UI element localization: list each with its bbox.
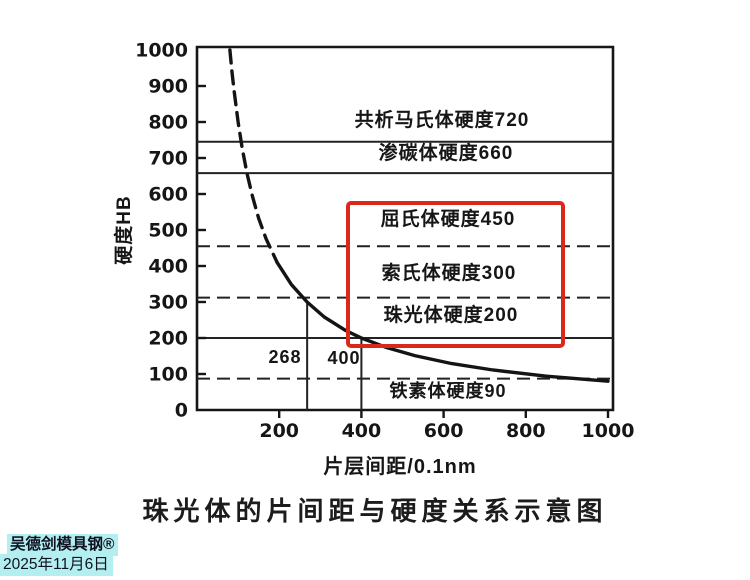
- curve-dashed-segment: [228, 48, 279, 265]
- x-axis-title: 片层间距/0.1nm: [323, 456, 477, 478]
- phase-label-sorbite: 索氏体硬度300: [381, 263, 517, 284]
- x-tick-label-1000: 1000: [582, 420, 635, 442]
- x-tick-label-600: 600: [424, 420, 464, 442]
- phase-label-pearlite: 珠光体硬度200: [383, 305, 519, 326]
- phase-label-eutectoid-martensite: 共析马氏体硬度720: [354, 110, 530, 131]
- figure-caption: 珠光体的片间距与硬度关系示意图: [142, 496, 608, 526]
- phase-label-ferrite: 铁素体硬度90: [389, 381, 507, 401]
- y-tick-label-0: 0: [175, 400, 188, 422]
- y-tick-label-400: 400: [148, 256, 188, 278]
- plot-border: [195, 45, 615, 412]
- y-tick-label-1000: 1000: [135, 40, 188, 62]
- y-tick-label-300: 300: [148, 292, 188, 314]
- x-tick-label-200: 200: [259, 420, 299, 442]
- y-axis-title: 硬度HB: [114, 195, 135, 265]
- x-tick-label-800: 800: [506, 420, 546, 442]
- spacing-value-268: 268: [268, 347, 302, 367]
- highlight-box: [346, 201, 565, 348]
- y-tick-label-600: 600: [148, 184, 188, 206]
- watermark-date: 2025年11月6日: [0, 554, 113, 577]
- curve-solid-segment: [275, 260, 610, 383]
- spacing-value-400: 400: [327, 348, 361, 368]
- x-tick-label-400: 400: [342, 420, 382, 442]
- y-tick-label-900: 900: [148, 76, 188, 98]
- watermark-brand-text: 吴德剑模具钢®: [7, 534, 119, 557]
- y-tick-label-200: 200: [148, 328, 188, 350]
- phase-label-troostite: 屈氏体硬度450: [380, 209, 516, 230]
- y-tick-label-100: 100: [148, 364, 188, 386]
- phase-label-cementite: 渗碳体硬度660: [378, 143, 514, 164]
- watermark-brand: 吴德剑模具钢®: [7, 534, 119, 557]
- watermark-date-text: 2025年11月6日: [0, 554, 113, 577]
- y-tick-label-700: 700: [148, 148, 188, 170]
- y-tick-label-500: 500: [148, 220, 188, 242]
- y-tick-label-800: 800: [148, 112, 188, 134]
